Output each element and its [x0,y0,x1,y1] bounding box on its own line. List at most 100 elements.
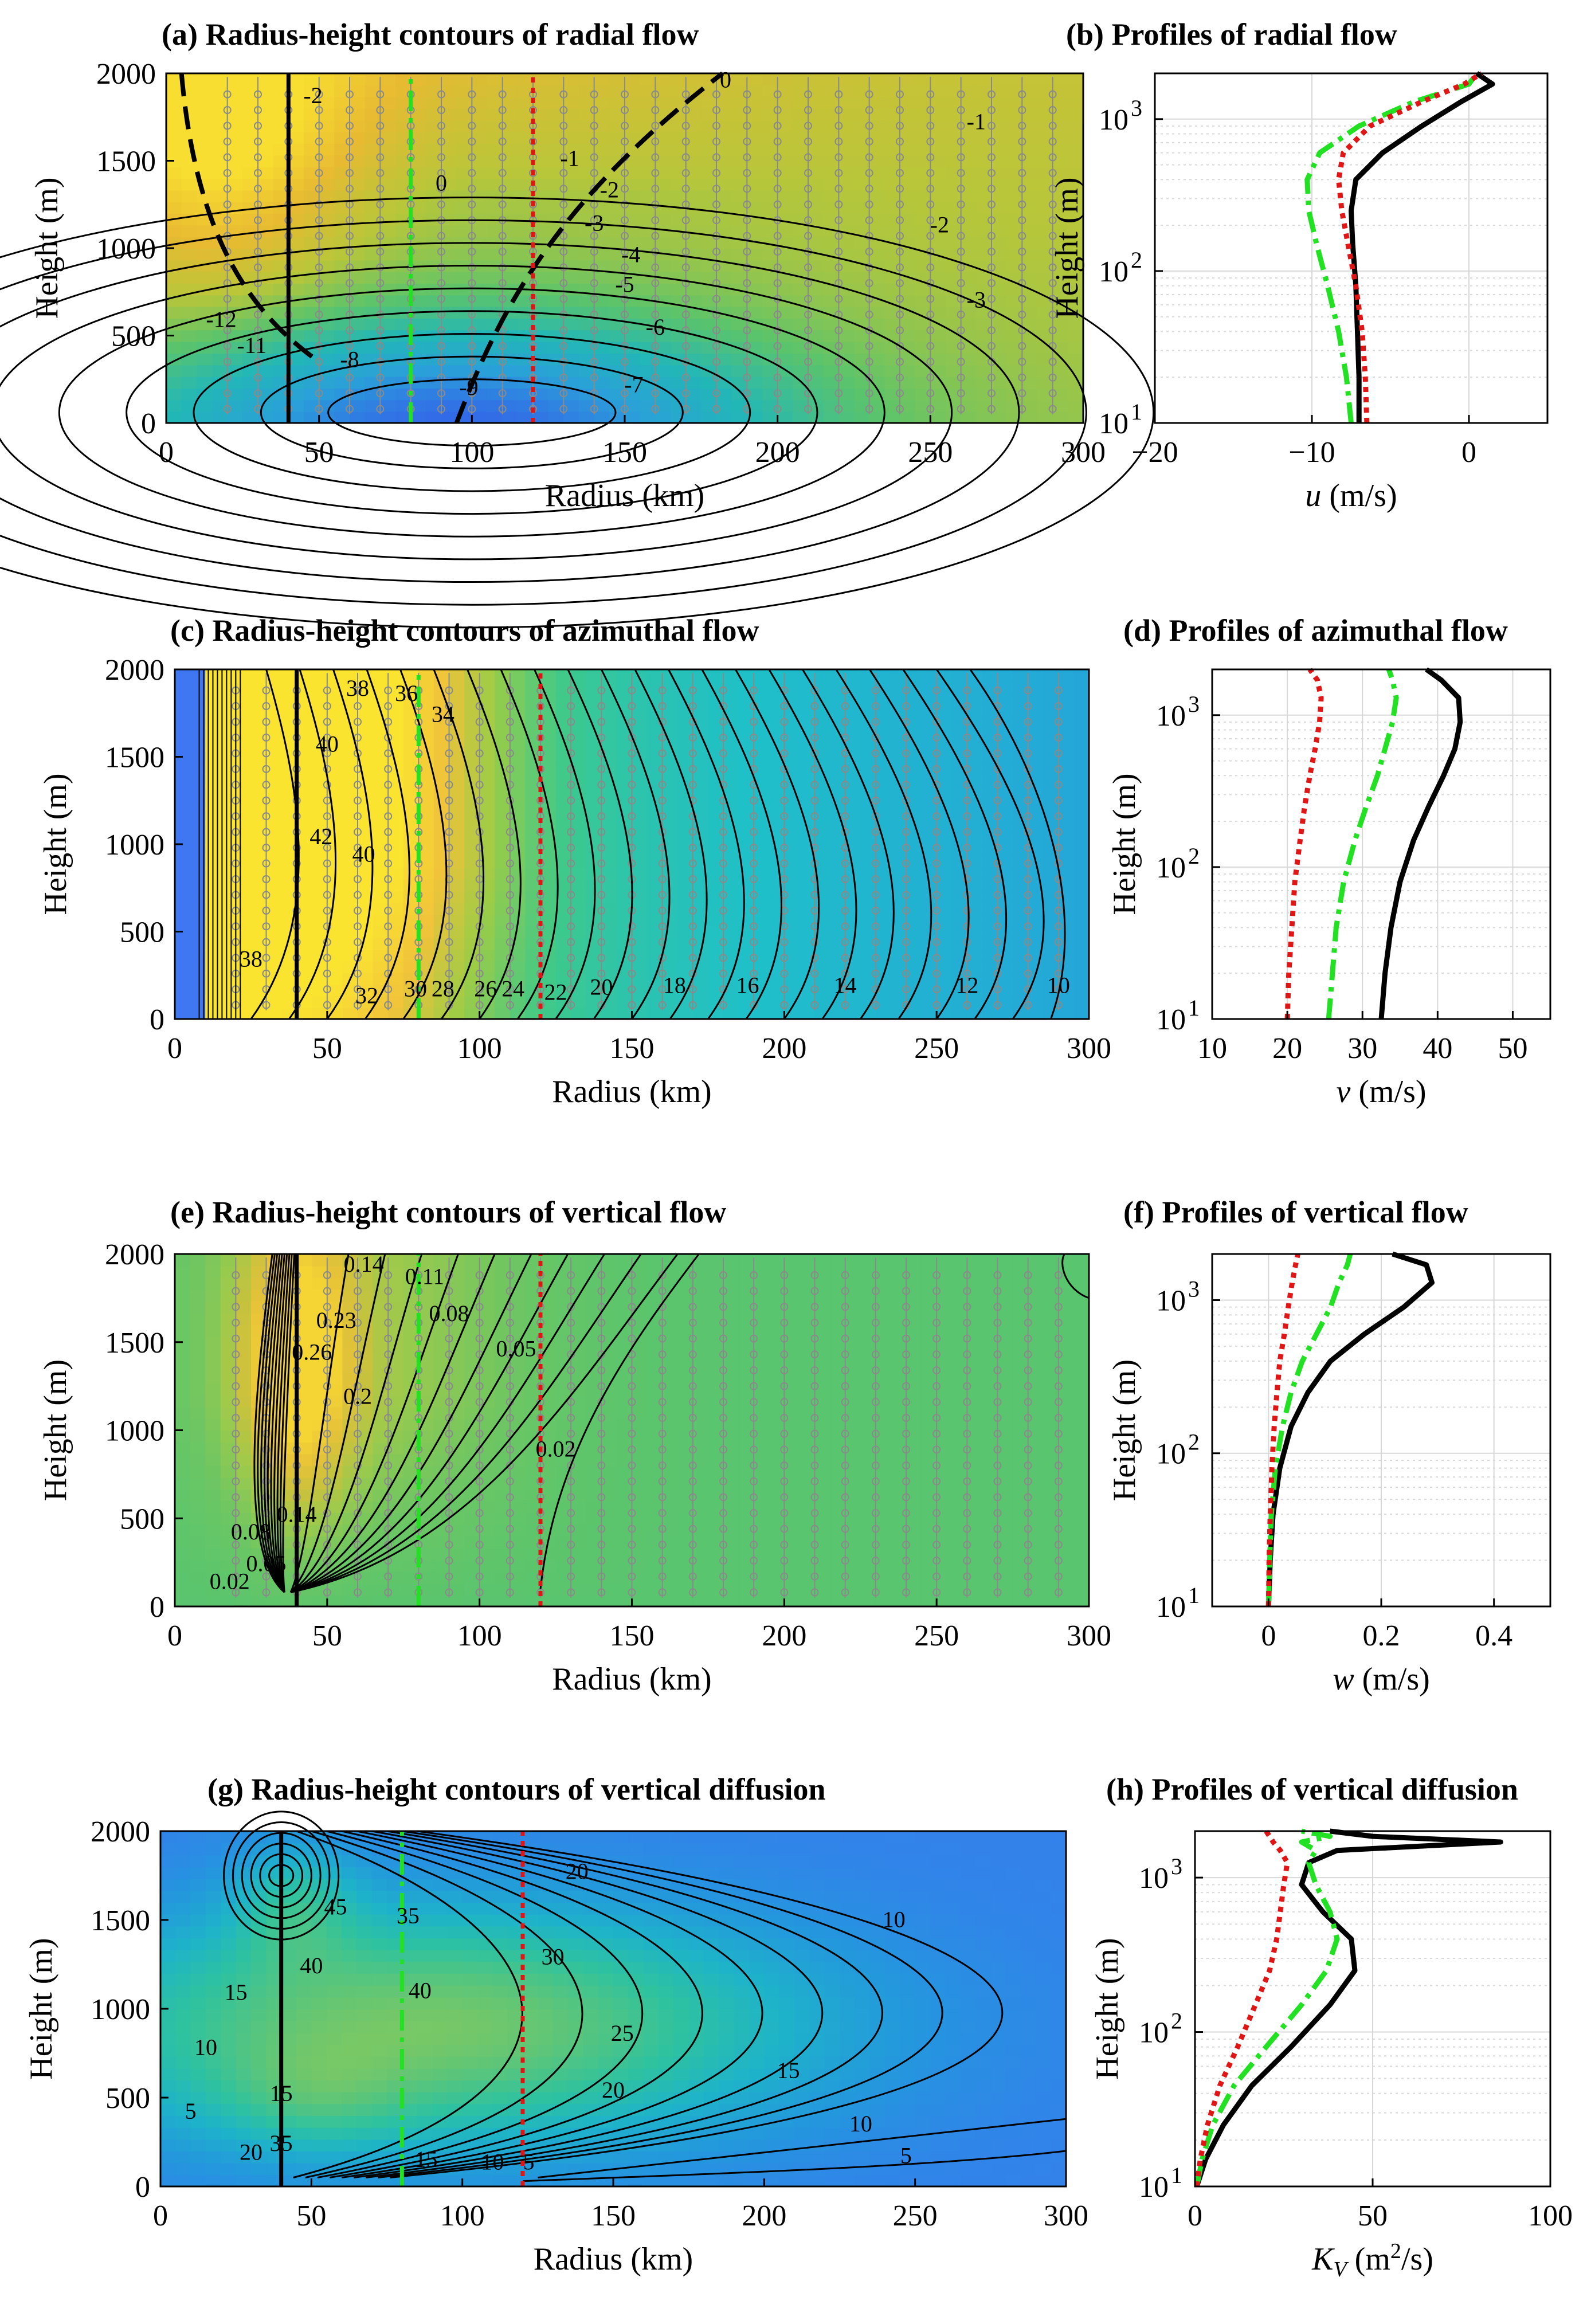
color-cell [426,365,442,377]
color-cell [358,739,374,752]
color-cell [327,809,343,822]
color-cell [594,96,610,109]
color-cell [900,388,916,401]
color-cell [640,365,656,377]
color-cell [464,1007,480,1020]
color-cell [946,178,962,191]
color-cell [992,376,1008,389]
x-tick-label: 150 [602,436,647,469]
color-cell [692,821,709,833]
color-cell [380,120,396,132]
color-cell [380,178,396,191]
color-cell [1068,120,1084,132]
color-cell [860,751,876,763]
color-cell [365,96,381,109]
color-cell [677,926,693,938]
panel-a-title: (a) Radius-height contours of radial flo… [162,17,699,52]
color-cell [197,295,213,307]
color-cell [1013,1007,1029,1020]
color-cell [869,213,885,226]
color-cell [227,155,244,167]
color-cell [304,213,320,226]
color-cell [997,669,1014,682]
color-cell [1073,856,1090,868]
color-cell [891,867,907,880]
color-cell [563,341,579,354]
color-cell [1058,762,1075,775]
color-cell [212,190,228,202]
color-cell [701,131,717,144]
color-cell [426,330,442,342]
color-cell [1022,143,1038,156]
color-cell [395,411,412,424]
color-cell [441,330,457,342]
color-cell [319,108,335,121]
color-cell [838,330,855,342]
color-cell [1073,704,1090,717]
color-cell [906,762,922,775]
color-cell [350,143,366,156]
color-cell [1073,681,1090,693]
color-cell [266,704,283,717]
color-cell [1052,108,1069,121]
color-cell [175,739,191,752]
color-cell [479,809,496,822]
color-cell [502,330,519,342]
color-cell [869,271,885,284]
color-cell [540,762,557,775]
color-cell [441,73,457,86]
color-cell [1073,996,1090,1008]
color-cell [373,669,389,682]
color-cell [838,120,855,132]
color-cell [738,774,755,787]
color-cell [1068,399,1084,412]
color-cell [288,411,304,424]
color-cell [1052,166,1069,179]
color-cell [1068,353,1084,366]
color-cell [175,762,191,775]
color-cell [875,669,892,682]
color-cell [334,73,350,86]
color-cell [166,178,182,191]
color-cell [449,867,465,880]
color-cell [327,762,343,775]
color-cell [236,926,252,938]
color-cell [769,774,785,787]
color-cell [1006,166,1023,179]
color-cell [1058,809,1075,822]
color-cell [647,1007,663,1020]
color-cell [754,762,770,775]
color-cell [784,972,800,985]
xlabel-unit: (m/s) [1321,478,1397,514]
color-cell [671,318,687,331]
color-cell [175,786,191,798]
color-cell [395,365,412,377]
color-cell [793,155,809,167]
color-cell [716,178,732,191]
color-cell [288,365,304,377]
color-cell [625,155,641,167]
color-cell [555,1007,572,1020]
color-cell [1052,388,1069,401]
color-cell [304,131,320,144]
color-cell [266,1007,283,1020]
color-cell [410,178,427,191]
color-cell [373,762,389,775]
color-cell [258,283,274,296]
color-cell [655,376,671,389]
color-cell [632,821,648,833]
color-cell [388,704,404,717]
color-cell [175,809,191,822]
color-cell [227,388,244,401]
color-cell [540,727,557,740]
color-cell [350,96,366,109]
color-cell [869,120,885,132]
color-cell [548,120,565,132]
color-cell [1068,166,1084,179]
color-cell [946,155,962,167]
color-cell [236,739,252,752]
color-cell [288,166,304,179]
color-cell [951,1007,968,1020]
color-cell [1043,751,1059,763]
color-cell [1022,131,1038,144]
